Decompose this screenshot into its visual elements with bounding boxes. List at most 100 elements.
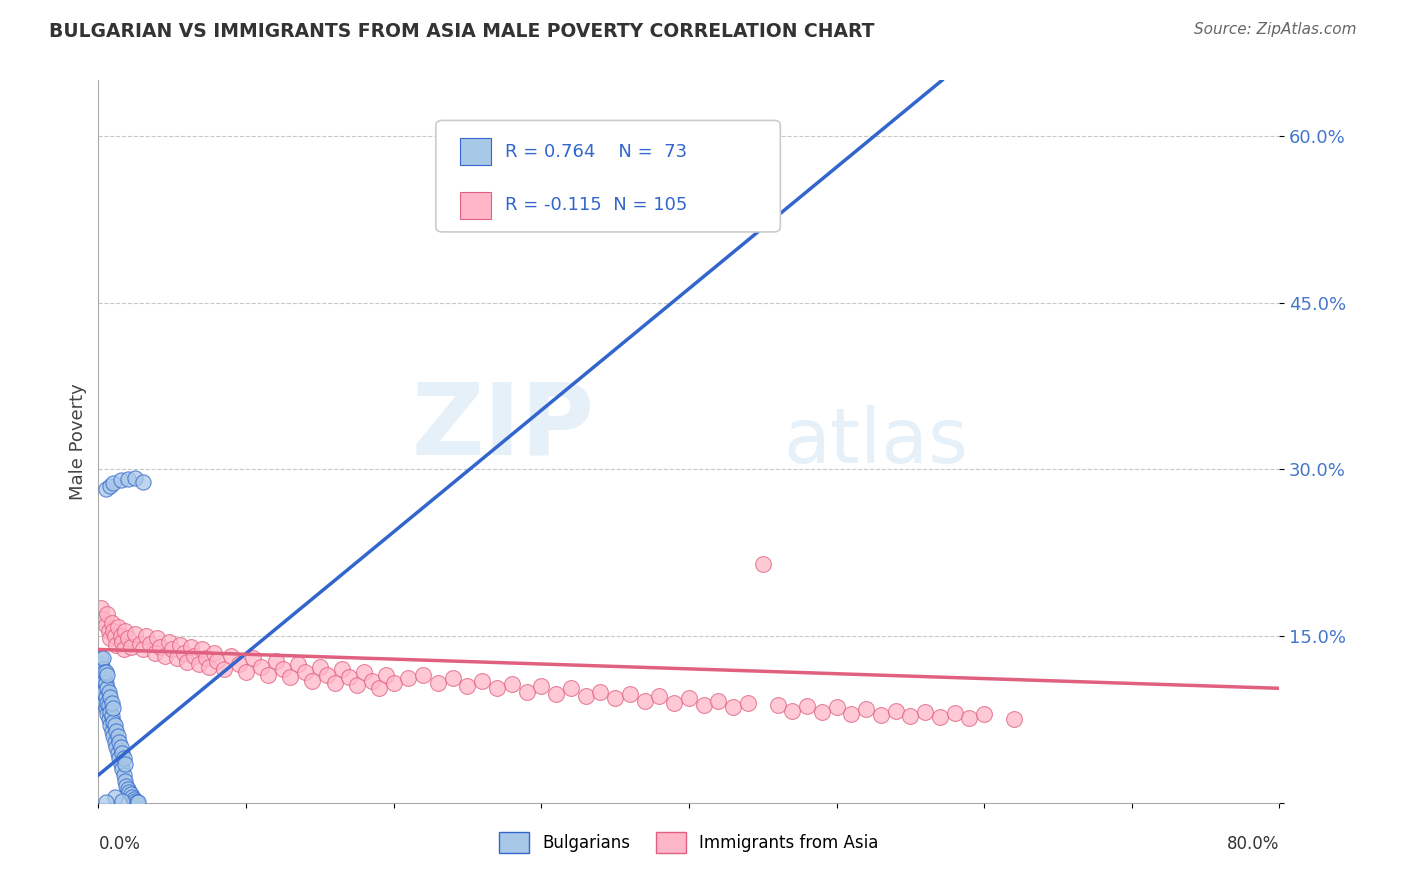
Point: [900, 709, 922, 723]
Point: [271, 662, 294, 676]
Point: [91, 679, 114, 693]
Point: [634, 693, 657, 707]
Point: [98, 479, 121, 493]
Point: [94, 618, 117, 632]
Point: [146, 632, 169, 646]
Point: [339, 670, 361, 684]
Point: [752, 557, 775, 571]
Text: 80.0%: 80.0%: [1227, 835, 1279, 854]
Point: [111, 746, 134, 760]
Point: [98, 690, 121, 705]
Point: [157, 634, 180, 648]
Point: [110, 756, 132, 771]
Point: [104, 790, 127, 805]
Point: [242, 651, 264, 665]
Point: [796, 699, 818, 714]
Point: [112, 751, 135, 765]
Point: [398, 671, 420, 685]
Point: [96, 681, 118, 696]
Point: [127, 795, 149, 809]
Point: [107, 620, 129, 634]
Point: [264, 653, 287, 667]
Point: [89, 673, 111, 688]
Point: [382, 675, 405, 690]
Point: [104, 718, 127, 732]
Point: [294, 665, 316, 679]
Point: [139, 637, 162, 651]
Point: [250, 660, 273, 674]
Point: [766, 698, 789, 712]
Y-axis label: Male Poverty: Male Poverty: [69, 384, 87, 500]
Point: [471, 673, 494, 688]
Point: [841, 706, 863, 721]
Point: [162, 642, 183, 657]
Point: [94, 795, 117, 809]
Point: [89, 679, 111, 693]
Point: [89, 668, 111, 682]
Point: [110, 740, 132, 755]
Point: [169, 638, 191, 652]
Point: [280, 670, 302, 684]
Point: [173, 646, 195, 660]
Point: [205, 653, 228, 667]
Point: [103, 729, 125, 743]
Point: [132, 642, 155, 657]
Point: [93, 684, 115, 698]
Point: [166, 651, 188, 665]
Point: [105, 723, 128, 738]
Point: [441, 671, 464, 685]
Point: [103, 701, 125, 715]
Point: [198, 660, 221, 674]
Point: [120, 640, 142, 655]
Point: [153, 649, 176, 664]
Point: [143, 646, 166, 660]
Point: [105, 638, 128, 652]
Point: [97, 684, 120, 698]
Point: [180, 640, 202, 655]
Point: [128, 637, 150, 651]
Point: [737, 696, 759, 710]
Point: [257, 668, 280, 682]
Point: [914, 705, 936, 719]
Point: [110, 629, 132, 643]
Point: [678, 691, 700, 706]
Point: [855, 702, 877, 716]
Point: [191, 642, 214, 657]
Point: [96, 607, 118, 621]
Point: [202, 646, 225, 660]
Point: [959, 711, 981, 725]
Text: ZIP: ZIP: [412, 378, 595, 475]
Point: [316, 668, 339, 682]
Point: [103, 475, 125, 490]
Point: [195, 651, 218, 665]
Point: [105, 740, 128, 755]
Point: [516, 684, 538, 698]
Point: [235, 665, 257, 679]
Point: [330, 662, 353, 676]
Point: [117, 472, 139, 486]
Point: [96, 706, 118, 721]
Point: [501, 677, 523, 691]
Point: [530, 679, 553, 693]
Point: [90, 668, 112, 682]
Point: [97, 713, 120, 727]
Point: [346, 678, 368, 692]
Point: [104, 629, 127, 643]
Point: [93, 673, 115, 688]
Point: [427, 675, 450, 690]
Point: [135, 629, 157, 643]
Point: [94, 701, 117, 715]
Point: [100, 615, 122, 630]
Point: [100, 696, 122, 710]
Point: [368, 681, 391, 696]
Point: [91, 612, 114, 626]
Point: [98, 705, 121, 719]
Point: [111, 634, 134, 648]
Point: [973, 706, 995, 721]
Point: [91, 671, 114, 685]
Point: [91, 690, 114, 705]
Point: [94, 483, 117, 497]
Point: [111, 763, 134, 777]
Point: [118, 785, 141, 799]
Point: [89, 662, 111, 676]
